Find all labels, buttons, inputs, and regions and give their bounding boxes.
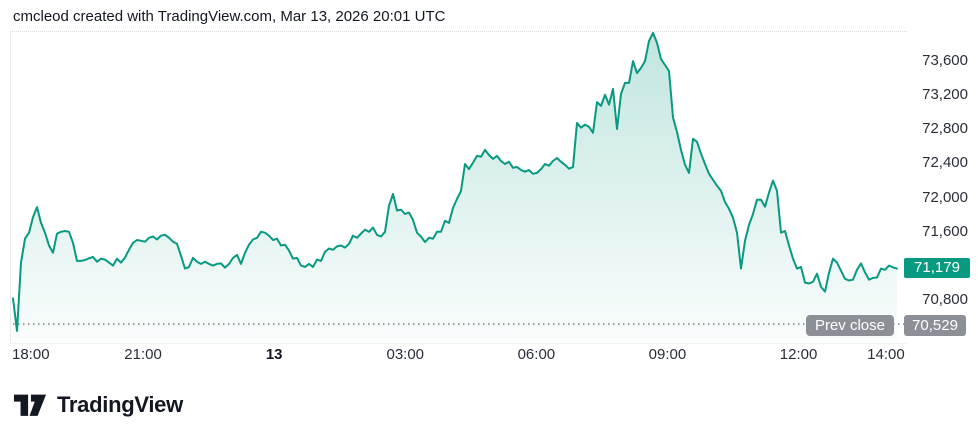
prev-close-value-badge: 70,529	[904, 315, 966, 337]
price-scale-label: 70,800	[922, 290, 968, 308]
tradingview-logo[interactable]: TradingView	[13, 391, 183, 418]
last-price-badge: 71,179	[904, 257, 970, 278]
time-scale-label: 09:00	[648, 346, 687, 363]
price-line	[12, 32, 898, 332]
time-scale-label: 13	[265, 346, 283, 363]
price-scale-label: 73,600	[922, 51, 968, 69]
price-scale-label: 71,600	[922, 222, 968, 240]
price-scale-label: 72,400	[922, 154, 968, 172]
time-scale-label: 18:00	[12, 346, 50, 363]
price-chart[interactable]	[11, 32, 907, 343]
time-scale[interactable]: 18:00 21:00 13 03:00 06:00 09:00 12:00 14:00	[0, 345, 980, 367]
price-scale-label: 72,800	[922, 120, 968, 138]
chart-pane[interactable]	[10, 31, 907, 344]
time-scale-label: 14:00	[867, 346, 905, 363]
area-fill	[13, 32, 897, 343]
time-scale-label: 06:00	[517, 346, 556, 363]
tradingview-logo-text: TradingView	[57, 391, 183, 417]
time-scale-label: 03:00	[386, 346, 425, 363]
tradingview-logo-icon	[13, 394, 47, 416]
attribution-text: cmcleod created with TradingView.com, Ma…	[13, 8, 446, 25]
price-scale-label: 73,200	[922, 86, 968, 104]
time-scale-label: 12:00	[779, 346, 818, 363]
time-scale-label: 21:00	[124, 346, 162, 363]
price-scale-label: 72,000	[922, 188, 968, 206]
price-scale[interactable]: 73,600 73,200 72,800 72,400 72,000 71,600 70,8…	[906, 0, 980, 370]
prev-close-label-badge: Prev close	[805, 315, 894, 337]
